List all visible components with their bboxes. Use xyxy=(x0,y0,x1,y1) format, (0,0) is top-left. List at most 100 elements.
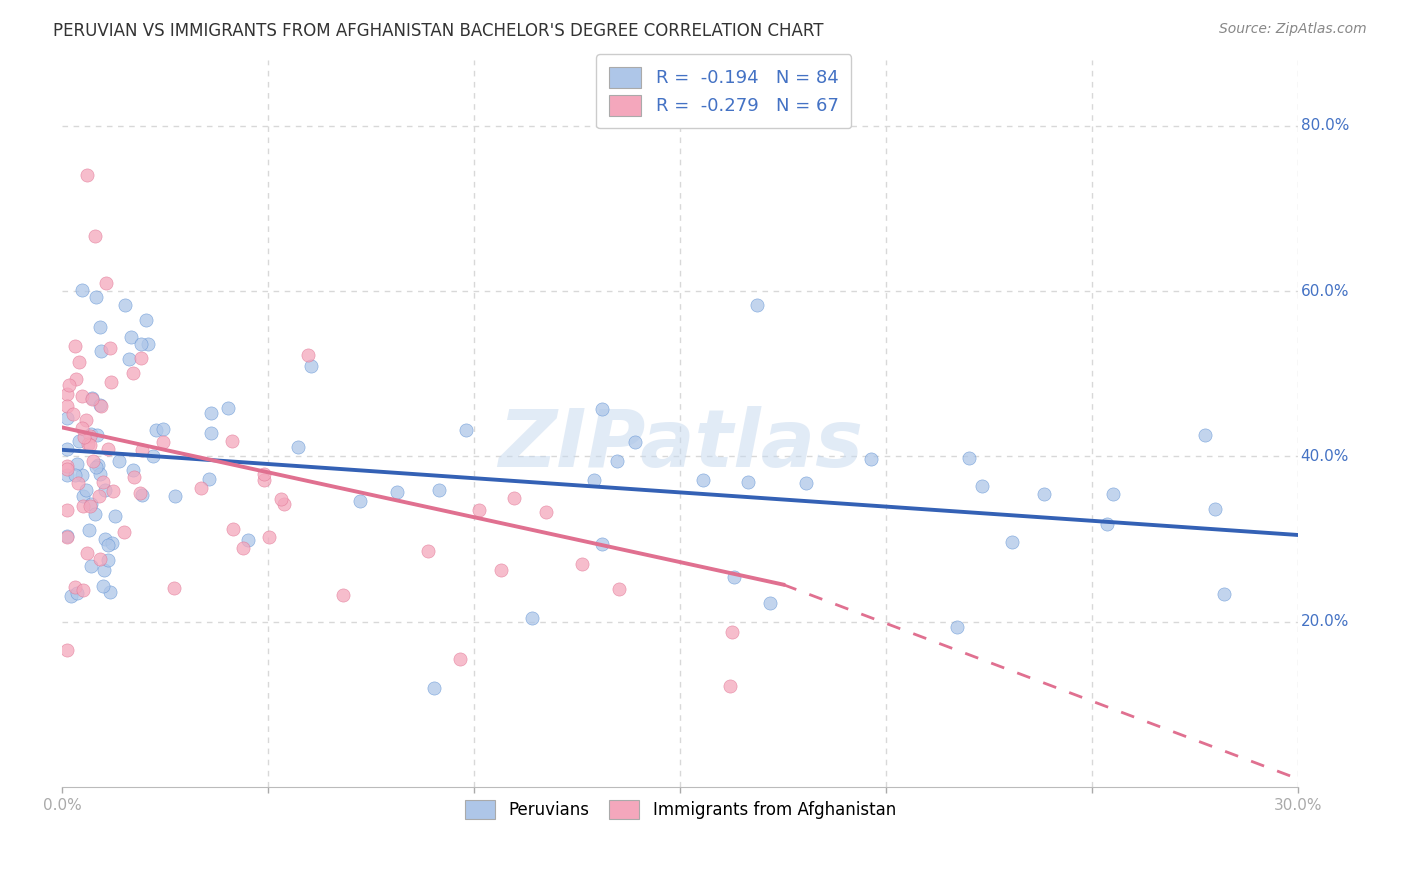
Point xyxy=(104,508,127,523)
Point xyxy=(624,435,647,450)
Point xyxy=(73,430,96,444)
Point xyxy=(75,483,97,497)
Point xyxy=(385,485,408,500)
Point xyxy=(112,525,135,540)
Point xyxy=(70,389,93,403)
Point xyxy=(67,434,90,449)
Point xyxy=(217,401,239,415)
Point xyxy=(200,425,222,440)
Point xyxy=(76,169,98,183)
Point xyxy=(94,483,117,497)
Point xyxy=(82,453,104,467)
Point xyxy=(131,442,153,457)
Point xyxy=(101,483,124,498)
Point xyxy=(121,463,143,477)
Legend: Peruvians, Immigrants from Afghanistan: Peruvians, Immigrants from Afghanistan xyxy=(458,794,903,826)
Point xyxy=(86,290,108,304)
Point xyxy=(142,449,165,463)
Point xyxy=(63,580,86,594)
Point xyxy=(859,452,882,467)
Point xyxy=(252,473,274,487)
Point xyxy=(252,467,274,482)
Point xyxy=(86,428,108,442)
Point xyxy=(72,499,94,513)
Text: PERUVIAN VS IMMIGRANTS FROM AFGHANISTAN BACHELOR'S DEGREE CORRELATION CHART: PERUVIAN VS IMMIGRANTS FROM AFGHANISTAN … xyxy=(53,22,824,40)
Point xyxy=(87,489,110,503)
Point xyxy=(449,651,471,665)
Point xyxy=(718,679,741,693)
Point xyxy=(522,611,544,625)
Point xyxy=(91,475,114,489)
Point xyxy=(222,522,245,536)
Point xyxy=(100,535,122,549)
Point xyxy=(606,454,628,468)
Point xyxy=(1032,487,1054,501)
Point xyxy=(299,359,322,373)
Point xyxy=(108,453,131,467)
Point xyxy=(77,437,100,451)
Point xyxy=(163,581,186,595)
Point xyxy=(55,458,77,473)
Point xyxy=(55,643,77,657)
Point xyxy=(135,312,157,326)
Text: 60.0%: 60.0% xyxy=(1301,284,1350,299)
Point xyxy=(120,330,142,344)
Point xyxy=(84,460,107,475)
Point xyxy=(58,377,80,392)
Point xyxy=(737,475,759,489)
Point xyxy=(56,528,79,542)
Point xyxy=(723,570,745,584)
Text: ZIPatlas: ZIPatlas xyxy=(498,406,863,484)
Point xyxy=(55,462,77,476)
Point xyxy=(1194,427,1216,442)
Point xyxy=(129,351,152,365)
Point xyxy=(72,582,94,597)
Point xyxy=(571,557,593,571)
Point xyxy=(91,579,114,593)
Point xyxy=(957,451,980,466)
Text: 80.0%: 80.0% xyxy=(1301,119,1348,133)
Point xyxy=(72,489,94,503)
Point xyxy=(70,421,93,435)
Point xyxy=(122,366,145,380)
Point xyxy=(297,348,319,362)
Point xyxy=(56,467,79,482)
Point xyxy=(62,408,84,422)
Point xyxy=(332,588,354,602)
Point xyxy=(80,558,103,573)
Point xyxy=(200,406,222,420)
Point xyxy=(721,625,744,640)
Point xyxy=(89,551,111,566)
Point xyxy=(79,429,101,443)
Point xyxy=(66,586,89,600)
Point xyxy=(87,458,110,472)
Point xyxy=(93,563,115,577)
Point xyxy=(503,491,526,505)
Point xyxy=(152,434,174,449)
Point xyxy=(136,336,159,351)
Point xyxy=(65,372,87,386)
Point xyxy=(583,473,606,487)
Point xyxy=(98,584,121,599)
Point xyxy=(67,475,90,490)
Point xyxy=(82,391,104,405)
Point xyxy=(270,492,292,507)
Point xyxy=(94,277,117,291)
Point xyxy=(607,582,630,597)
Point xyxy=(80,392,103,406)
Point xyxy=(131,488,153,502)
Point xyxy=(349,493,371,508)
Point xyxy=(423,681,446,695)
Point xyxy=(75,413,97,427)
Point xyxy=(55,503,77,517)
Point xyxy=(55,386,77,401)
Point xyxy=(259,530,281,544)
Point xyxy=(79,523,101,537)
Point xyxy=(114,298,136,312)
Point xyxy=(72,283,94,297)
Point xyxy=(1001,535,1024,549)
Point xyxy=(145,423,167,437)
Text: 40.0%: 40.0% xyxy=(1301,449,1348,464)
Point xyxy=(236,533,259,547)
Point xyxy=(190,481,212,495)
